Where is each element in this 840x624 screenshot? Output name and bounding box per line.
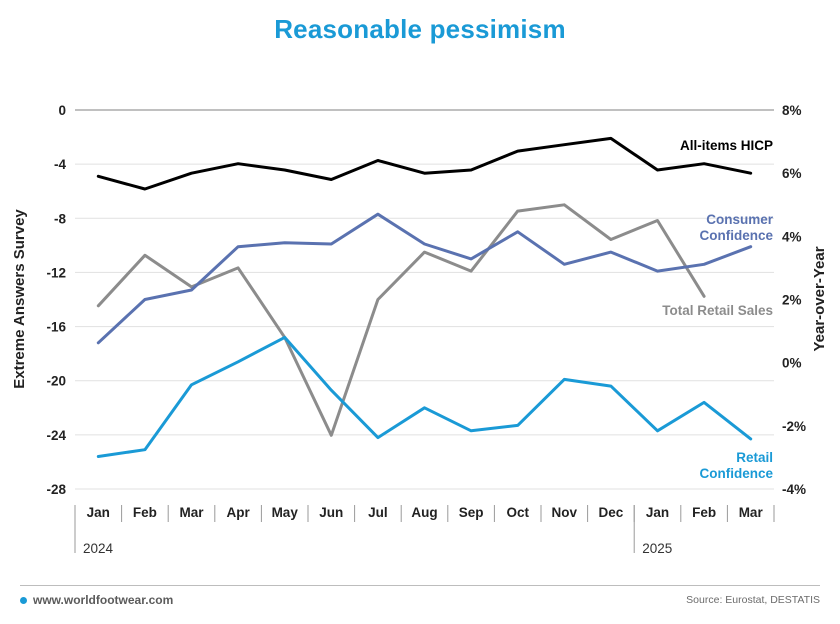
series-line-total-retail-sales <box>96 203 706 437</box>
left-tick-label: -20 <box>46 374 66 389</box>
left-tick-label: -16 <box>46 320 66 335</box>
left-tick-label: -28 <box>46 482 66 497</box>
x-tick-label: Mar <box>739 505 764 520</box>
grid-lines <box>75 109 774 490</box>
footer-divider <box>20 585 820 586</box>
right-tick-label: 0% <box>782 356 802 371</box>
year-label: 2024 <box>83 541 114 556</box>
right-tick-label: 4% <box>782 229 802 244</box>
x-axis: Jan Feb Mar Apr May Jun Jul Aug Sep Oct Nov Dec Jan F… <box>74 505 775 556</box>
bullet-icon <box>20 596 27 604</box>
x-tick-label: Dec <box>599 505 624 520</box>
left-tick-label: 0 <box>58 103 66 118</box>
series-label-consumer-confidence: Consumer Confidence <box>699 212 773 243</box>
right-axis-label: Year-over-Year <box>811 246 828 351</box>
right-tick-label: -2% <box>782 419 806 434</box>
x-tick-label: Jun <box>319 505 343 520</box>
website-link[interactable]: www.worldfootwear.com <box>33 593 174 607</box>
right-tick-label: 2% <box>782 293 802 308</box>
x-tick-label: Jan <box>87 505 110 520</box>
source-note: Source: Eurostat, DESTATIS <box>686 594 820 606</box>
x-tick-label: Jul <box>368 505 388 520</box>
x-tick-label: Apr <box>226 505 250 520</box>
right-axis-ticks: 8% 6% 4% 2% 0% -2% -4% <box>782 103 806 497</box>
series-line-consumer-confidence <box>96 212 753 345</box>
left-axis-label: Extreme Answers Survey <box>11 209 28 389</box>
series-label-line: Confidence <box>699 466 773 481</box>
series-label-total-retail-sales: Total Retail Sales <box>662 303 773 318</box>
right-tick-label: 8% <box>782 103 802 118</box>
series-label-line: Retail <box>736 450 773 465</box>
x-tick-label: Feb <box>692 505 716 520</box>
line-chart: 0 -4 -8 -12 -16 -20 -24 -28 8% 6% 4% 2% 0% -2% -4% Ja… <box>11 103 828 556</box>
x-tick-label: May <box>272 505 299 520</box>
series-lines <box>96 136 753 458</box>
series-line-all-items-hicp <box>96 136 753 191</box>
left-tick-label: -24 <box>46 428 66 443</box>
left-tick-label: -4 <box>54 157 66 172</box>
x-tick-label: Mar <box>179 505 204 520</box>
x-tick-label: Nov <box>552 505 578 520</box>
chart-title: Reasonable pessimism <box>274 14 566 44</box>
right-tick-label: -4% <box>782 482 806 497</box>
left-tick-label: -8 <box>54 211 66 226</box>
series-label-all-items-hicp: All-items HICP <box>680 138 773 153</box>
right-tick-label: 6% <box>782 166 802 181</box>
x-tick-label: Jan <box>646 505 669 520</box>
x-tick-label: Sep <box>459 505 484 520</box>
left-tick-label: -12 <box>46 265 66 280</box>
x-tick-label: Feb <box>133 505 157 520</box>
year-label: 2025 <box>642 541 672 556</box>
x-tick-label: Oct <box>506 505 529 520</box>
series-label-line: Total Retail Sales <box>662 303 773 318</box>
left-axis-ticks: 0 -4 -8 -12 -16 -20 -24 -28 <box>46 103 66 497</box>
x-tick-label: Aug <box>411 505 437 520</box>
series-label-line: Consumer <box>706 212 774 227</box>
series-label-line: All-items HICP <box>680 138 773 153</box>
series-line-retail-confidence <box>96 335 753 458</box>
series-label-retail-confidence: Retail Confidence <box>699 450 773 481</box>
series-label-line: Confidence <box>699 228 773 243</box>
footer-website[interactable]: www.worldfootwear.com <box>20 593 173 607</box>
